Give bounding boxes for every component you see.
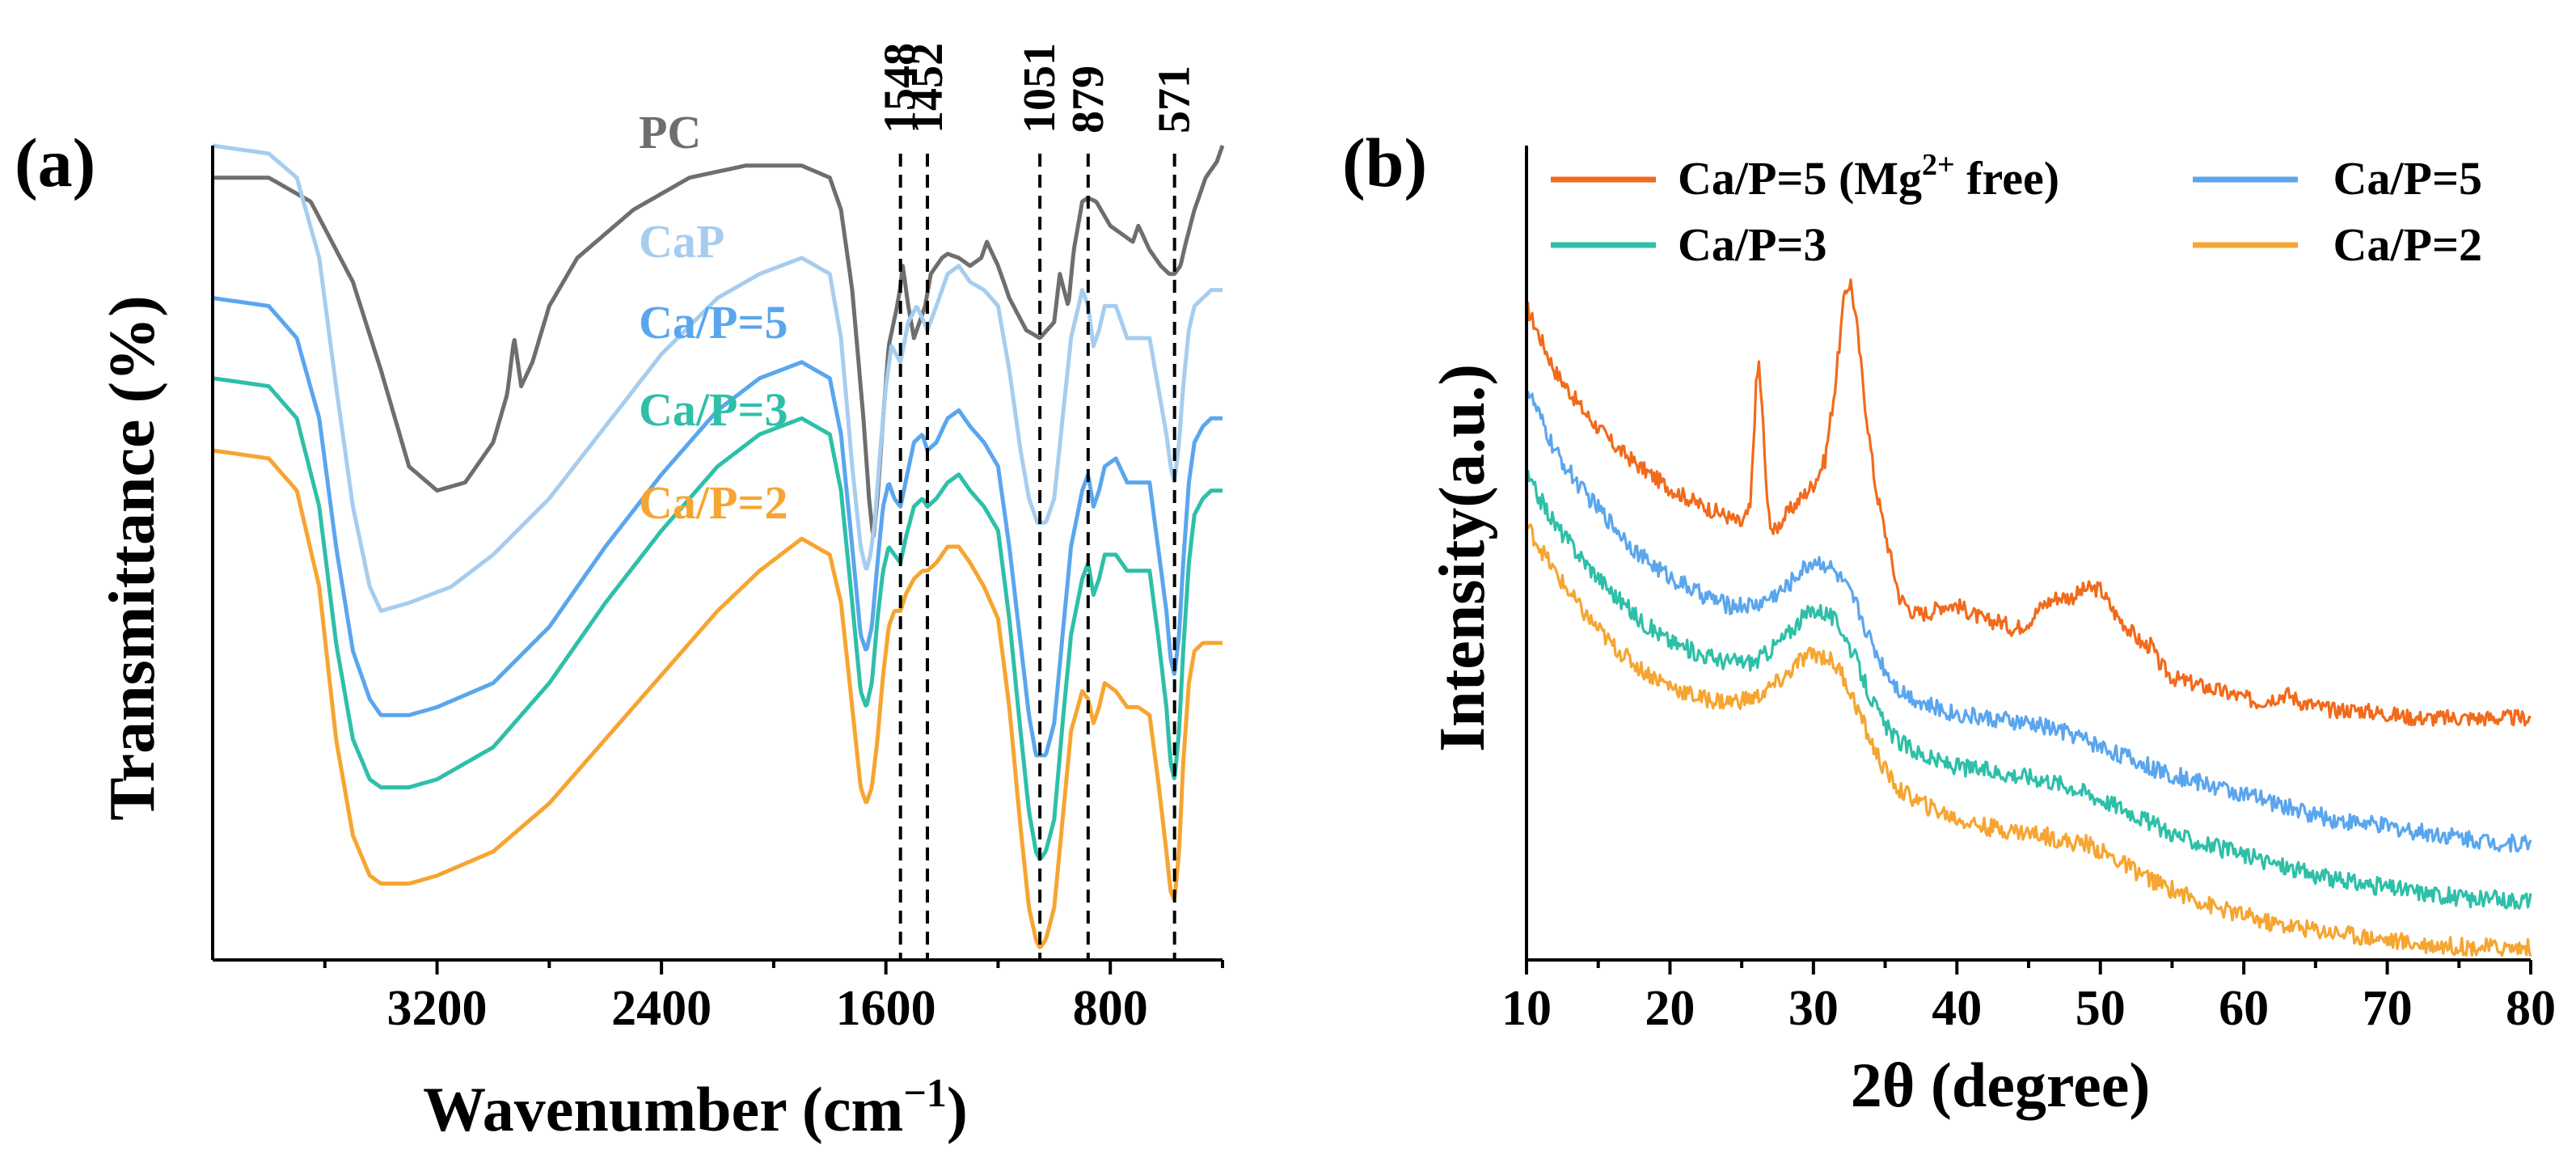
reference-label-879: 879 [1063,66,1113,133]
x-tick-label-b-50: 50 [2076,981,2126,1036]
x-tick-label-a-3200: 3200 [387,981,488,1036]
xrd-curves [1525,278,2532,958]
xrd-line-ca-p-5 [1525,391,2532,853]
x-tick-label-b-40: 40 [1932,981,1982,1036]
reference-label-1051: 1051 [1015,43,1065,133]
legend-label: Ca/P=5 (Mg2+ free) [1678,148,2059,205]
x-tick-label-a-800: 800 [1073,981,1148,1036]
legend-entry-cap3: Ca/P=3 [1551,218,1826,271]
legend-entry-cap5-mg-free: Ca/P=5 (Mg2+ free) [1551,148,2059,205]
panel-label-b: (b) [1342,124,1427,201]
curve-label-cap5: Ca/P=5 [639,296,788,349]
x-tick-label-a-1600: 1600 [836,981,936,1036]
x-tick-label-b-80: 80 [2506,981,2556,1036]
ftir-axes: 3200 2400 1600 800 [211,146,1224,1036]
ftir-line-cap [211,143,1224,613]
ftir-line-ca-p-3 [211,376,1224,861]
x-axis-label-b: 2θ (degree) [1851,1050,2151,1120]
ftir-curve-labels: PC CaP Ca/P=5 Ca/P=3 Ca/P=2 [639,106,788,529]
curve-label-pc: PC [639,106,701,159]
xrd-line-ca-p-5-mg2-free [1525,278,2532,727]
reference-label-1452: 1452 [902,43,952,133]
reference-label-571: 571 [1150,66,1200,133]
x-tick-label-b-10: 10 [1501,981,1552,1036]
legend-entry-cap2: Ca/P=2 [2193,218,2482,271]
y-axis-label-b: Intensity(a.u.) [1427,364,1498,752]
x-tick-label-b-20: 20 [1645,981,1695,1036]
x-tick-label-b-70: 70 [2363,981,2413,1036]
x-tick-label-a-2400: 2400 [611,981,712,1036]
curve-label-cap: CaP [639,215,724,268]
legend-label: Ca/P=5 [2333,152,2482,205]
ftir-line-ca-p-2 [211,448,1224,949]
xrd-line-ca-p-3 [1525,469,2532,910]
panel-label-a: (a) [15,124,95,201]
x-tick-label-b-30: 30 [1788,981,1839,1036]
legend-label: Ca/P=3 [1678,218,1826,271]
xrd-panel: (b) 10 20 30 40 50 60 70 80 Ca/P=5 (Mg2+ free) … [1342,124,2556,1120]
ftir-line-pc [211,145,1225,539]
curve-label-cap2: Ca/P=2 [639,476,788,529]
curve-label-cap3: Ca/P=3 [639,383,788,436]
xrd-line-ca-p-2 [1525,522,2532,958]
legend-entry-cap5: Ca/P=5 [2193,152,2482,205]
reference-label-1548: 1548 [876,43,926,133]
x-tick-label-b-60: 60 [2219,981,2269,1036]
xrd-legend: Ca/P=5 (Mg2+ free) Ca/P=5 Ca/P=3 Ca/P=2 [1551,148,2482,271]
xrd-axes: 10 20 30 40 50 60 70 80 [1501,146,2556,1036]
ftir-curves [211,143,1225,949]
x-axis-label-a: Wavenumber (cm−1) [423,1070,968,1144]
ftir-line-ca-p-5 [211,296,1224,758]
y-axis-label-a: Transmittance (%) [97,295,168,821]
legend-label: Ca/P=2 [2333,218,2482,271]
